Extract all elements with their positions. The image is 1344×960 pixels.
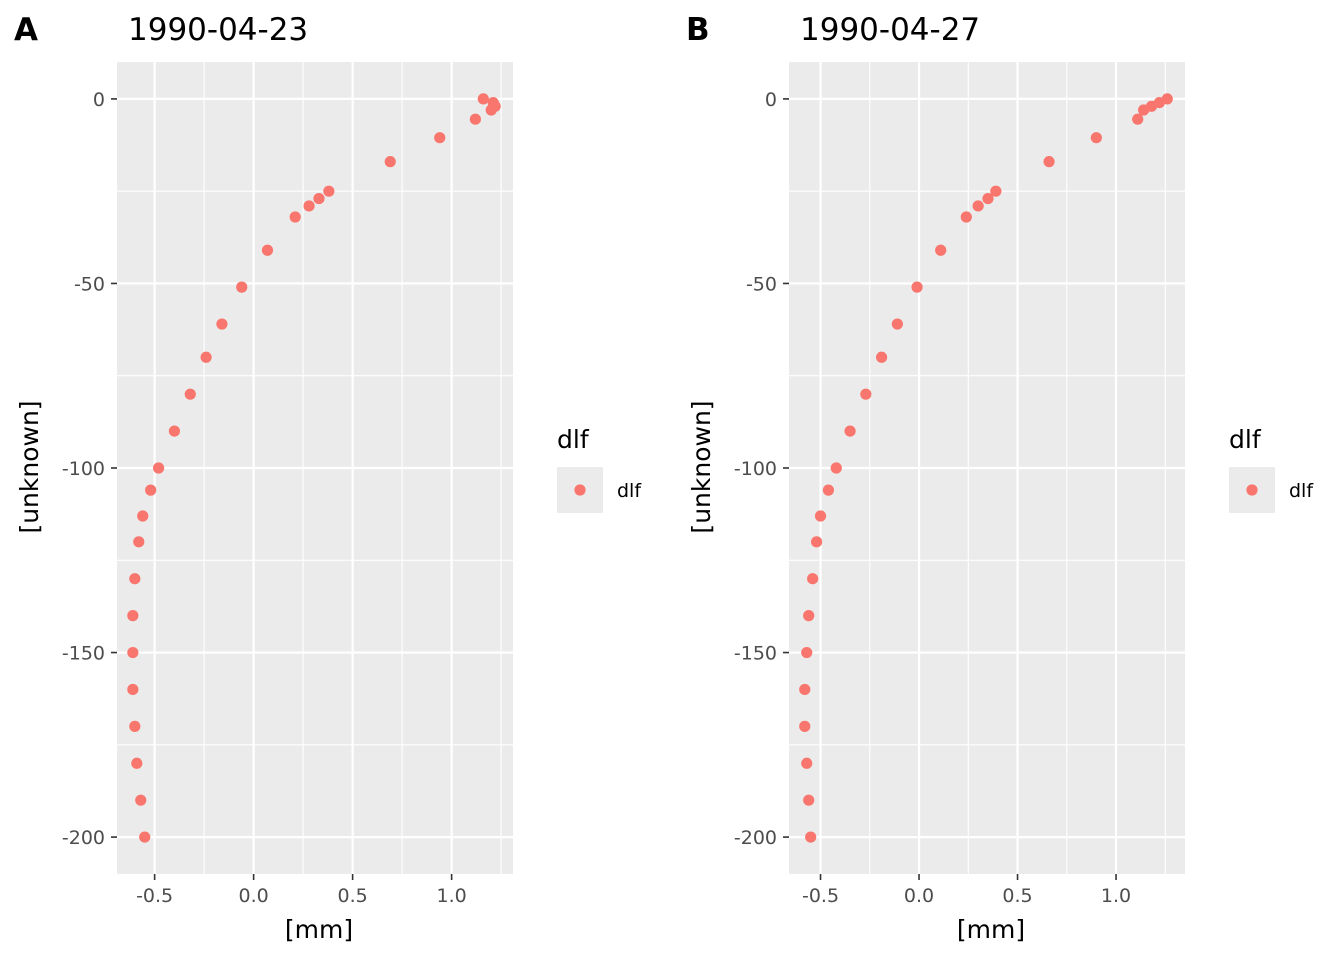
- x-axis: -0.5 0.0 0.5 1.0: [802, 874, 1131, 907]
- panel-title: 1990-04-27: [800, 12, 980, 48]
- data-point: [303, 200, 315, 212]
- data-point: [127, 683, 139, 696]
- panel-b: B 1990-04-27 0 -50 -100 -150 -200 -0.5 0.0 0.5…: [686, 12, 1314, 944]
- y-tick-label: -100: [62, 458, 105, 480]
- data-point: [982, 192, 994, 205]
- data-point: [168, 425, 181, 437]
- y-tick-label: -50: [74, 273, 105, 295]
- data-point: [131, 757, 143, 769]
- data-point: [129, 720, 141, 732]
- legend: dlf dlf: [557, 425, 642, 513]
- legend-entry-label: dlf: [1289, 480, 1314, 502]
- data-point: [1138, 104, 1150, 116]
- data-point: [135, 794, 147, 806]
- panel-a: A 1990-04-23 0 -50 -100 -150 -200 -0.5 0.0 0.5…: [14, 12, 642, 944]
- x-tick-label: 0.5: [338, 885, 368, 907]
- y-axis-label: [unknown]: [15, 400, 44, 533]
- legend-key-point: [574, 484, 586, 496]
- y-tick-label: -100: [734, 458, 777, 480]
- x-axis-label: [mm]: [285, 915, 353, 944]
- y-axis: 0 -50 -100 -150 -200: [734, 89, 789, 849]
- data-point: [129, 573, 141, 585]
- data-point: [803, 794, 815, 806]
- data-point: [216, 318, 228, 330]
- y-tick-label: -200: [734, 827, 777, 849]
- data-point: [801, 646, 813, 659]
- x-tick-label: -0.5: [802, 885, 839, 907]
- data-point: [990, 185, 1002, 197]
- data-point: [137, 510, 149, 522]
- data-point: [184, 388, 196, 400]
- data-point: [289, 211, 301, 223]
- data-point: [814, 510, 827, 522]
- x-tick-label: 0.0: [904, 885, 934, 907]
- data-point: [145, 484, 157, 496]
- x-axis-label: [mm]: [957, 915, 1025, 944]
- data-point: [152, 462, 165, 474]
- data-point: [323, 185, 335, 197]
- data-point: [127, 610, 139, 622]
- x-tick-label: 0.0: [239, 885, 269, 907]
- data-point: [139, 831, 151, 843]
- legend-entry-label: dlf: [617, 480, 642, 502]
- legend: dlf dlf: [1229, 425, 1314, 513]
- data-point: [384, 156, 396, 168]
- data-point: [875, 351, 888, 363]
- y-tick-label: 0: [765, 89, 777, 111]
- x-tick-label: -0.5: [136, 885, 173, 907]
- y-tick-label: -150: [734, 643, 777, 665]
- x-tick-label: 1.0: [437, 885, 467, 907]
- data-point: [469, 113, 481, 125]
- data-point: [860, 388, 872, 400]
- data-point: [1132, 113, 1144, 125]
- data-points: [799, 93, 1173, 843]
- grid: [789, 62, 1185, 874]
- y-axis: 0 -50 -100 -150 -200: [62, 89, 117, 849]
- y-axis-label: [unknown]: [687, 400, 716, 533]
- data-point: [972, 200, 984, 212]
- y-tick-label: -200: [62, 827, 105, 849]
- panel-tag: A: [14, 12, 38, 48]
- x-axis: -0.5 0.0 0.5 1.0: [136, 874, 467, 907]
- data-point: [935, 244, 947, 256]
- data-point: [261, 244, 274, 256]
- data-points: [127, 93, 501, 843]
- data-point: [822, 484, 835, 496]
- data-point: [830, 462, 842, 474]
- y-tick-label: 0: [93, 89, 105, 111]
- legend-key-point: [1246, 484, 1258, 496]
- data-point: [200, 351, 212, 363]
- y-tick-label: -150: [62, 643, 105, 665]
- data-point: [1090, 132, 1102, 144]
- data-point: [133, 536, 145, 548]
- data-point: [891, 318, 903, 330]
- data-point: [911, 281, 923, 293]
- data-point: [313, 192, 325, 205]
- data-point: [485, 104, 497, 116]
- x-tick-label: 0.5: [1002, 885, 1032, 907]
- x-tick-label: 1.0: [1101, 885, 1131, 907]
- y-tick-label: -50: [746, 273, 777, 295]
- data-point: [799, 720, 811, 732]
- data-point: [477, 93, 489, 105]
- data-point: [1043, 156, 1055, 168]
- legend-title: dlf: [1229, 425, 1262, 454]
- data-point: [803, 610, 815, 622]
- data-point: [434, 132, 446, 144]
- data-point: [799, 683, 811, 696]
- grid: [117, 62, 513, 874]
- data-point: [805, 831, 817, 843]
- data-point: [801, 757, 813, 769]
- data-point: [236, 281, 248, 293]
- panel-title: 1990-04-23: [128, 12, 308, 48]
- data-point: [807, 573, 819, 585]
- panel-tag: B: [686, 12, 710, 48]
- data-point: [810, 536, 823, 548]
- data-point: [127, 646, 139, 659]
- data-point: [844, 425, 856, 437]
- legend-title: dlf: [557, 425, 590, 454]
- data-point: [960, 211, 972, 223]
